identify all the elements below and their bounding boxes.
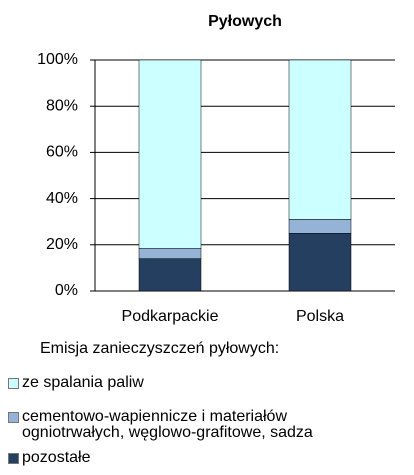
legend-label: cementowo-wapiennicze i materiałów ognio… [22,408,313,441]
legend-swatch [8,412,19,423]
y-tick-label: 80% [46,97,78,114]
x-tick-label: Polska [296,308,344,325]
chart: Pyłowych 0% 20% 40% 60% 80% 100% Podkarpackie P… [37,13,395,325]
legend-label: ze spalania paliw [22,374,144,391]
y-tick-label: 40% [46,190,78,207]
y-tick-label: 100% [37,51,78,68]
legend-item: cementowo-wapiennicze i materiałów ognio… [8,409,348,441]
bar-segment [288,233,352,292]
legend-item: pozostałe [8,450,348,466]
bar-segment [138,248,202,259]
legend-label: pozostałe [22,449,91,466]
x-tick-label: Podkarpackie [122,308,219,325]
bar-segment [288,219,352,234]
legend-item: ze spalania paliw [8,375,348,391]
bar-segment [138,59,202,249]
legend-swatch [8,378,19,389]
chart-title: Pyłowych [208,13,282,30]
legend-swatch [8,453,19,464]
y-tick-label: 20% [46,236,78,253]
bar-segment [288,59,352,220]
y-tick-label: 0% [55,282,78,299]
bar-segment [138,258,202,292]
y-tick-label: 60% [46,144,78,161]
legend-title: Emisja zanieczyszczeń pyłowych: [40,340,280,357]
